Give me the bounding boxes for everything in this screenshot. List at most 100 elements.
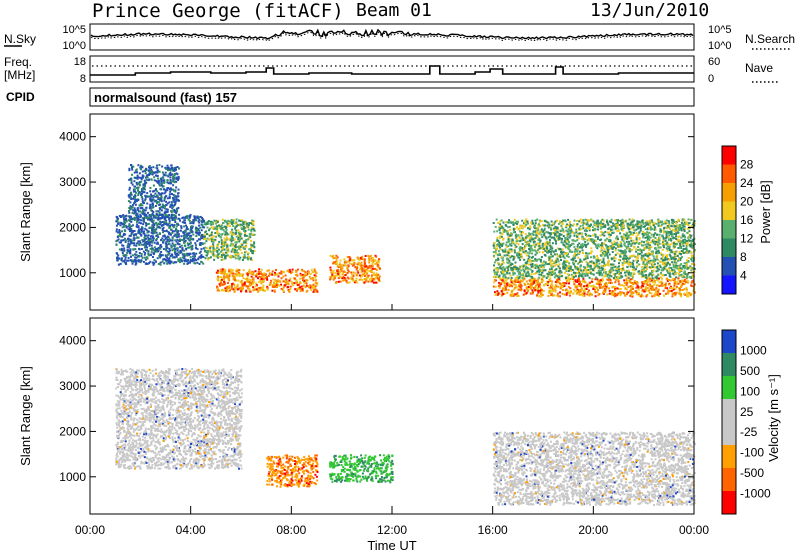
scatter-point [641, 285, 644, 287]
scatter-point [681, 289, 684, 291]
scatter-point [166, 246, 169, 249]
scatter-point [591, 226, 594, 229]
cpid-panel: CPID normalsound (fast) 157 [6, 87, 695, 107]
scatter-point [160, 216, 163, 219]
scatter-point [671, 233, 674, 236]
scatter-point [282, 286, 285, 289]
scatter-point [231, 272, 234, 275]
scatter-point [253, 241, 256, 244]
scatter-point [248, 278, 251, 281]
scatter-point [566, 235, 569, 238]
scatter-point [120, 259, 123, 261]
scatter-point [370, 259, 373, 262]
scatter-point [205, 230, 208, 233]
scatter-point [567, 267, 570, 270]
scatter-point [341, 267, 344, 270]
scatter-point [225, 276, 228, 279]
scatter-point [159, 184, 161, 187]
scatter-point [153, 215, 156, 218]
scatter-point [216, 219, 219, 222]
scatter-point [158, 183, 161, 186]
scatter-point [129, 196, 132, 199]
scatter-point [222, 289, 224, 292]
scatter-point [549, 227, 552, 230]
scatter-point [666, 249, 669, 252]
scatter-point [141, 228, 144, 230]
scatter-point [503, 284, 506, 287]
scatter-point [122, 234, 125, 236]
scatter-point [532, 233, 535, 236]
scatter-point [608, 220, 611, 223]
scatter-point [266, 288, 269, 291]
scatter-point [509, 294, 512, 297]
scatter-point [376, 275, 379, 278]
scatter-point [130, 217, 133, 220]
noise-left-tick-top: 10^5 [62, 24, 86, 36]
scatter-point [137, 192, 140, 195]
scatter-point [288, 271, 291, 273]
scatter-point [612, 269, 615, 272]
scatter-point [140, 178, 143, 181]
scatter-point [150, 218, 153, 221]
scatter-point [172, 214, 175, 216]
scatter-point [371, 262, 374, 265]
scatter-point [231, 271, 234, 274]
scatter-point [177, 195, 180, 198]
scatter-point [169, 190, 172, 193]
scatter-point [122, 214, 125, 217]
scatter-point [621, 218, 624, 221]
scatter-point [612, 222, 614, 225]
scatter-point [512, 227, 515, 230]
scatter-point [333, 261, 336, 264]
scatter-point [150, 200, 153, 203]
scatter-point [165, 223, 168, 226]
scatter-point [681, 281, 684, 284]
scatter-point [257, 277, 259, 280]
scatter-point [566, 273, 569, 276]
scatter-point [228, 275, 231, 278]
scatter-point [288, 279, 291, 282]
scatter-point [656, 284, 659, 287]
scatter-point [517, 254, 520, 257]
scatter-point [346, 281, 349, 284]
scatter-point [685, 288, 688, 291]
scatter-point [150, 240, 152, 243]
scatter-point [526, 268, 529, 271]
scatter-point [241, 275, 244, 277]
scatter-point [137, 217, 140, 220]
scatter-point [149, 170, 152, 173]
scatter-point [154, 189, 157, 192]
scatter-point [513, 268, 516, 271]
scatter-point [494, 293, 497, 296]
scatter-point [644, 247, 647, 250]
scatter-point [180, 244, 183, 247]
scatter-point [530, 291, 533, 294]
scatter-point [644, 254, 647, 257]
scatter-point [236, 288, 239, 291]
scatter-point [171, 193, 173, 195]
scatter-point [243, 229, 245, 232]
scatter-point [624, 237, 627, 240]
scatter-point [165, 255, 167, 258]
scatter-point [243, 253, 246, 256]
scatter-point [503, 289, 506, 292]
scatter-point [531, 289, 534, 292]
scatter-point [530, 223, 533, 225]
scatter-point [590, 280, 593, 283]
scatter-point [648, 248, 651, 251]
scatter-point [669, 233, 672, 235]
scatter-point [262, 280, 265, 283]
scatter-point [689, 266, 692, 269]
scatter-point [690, 269, 693, 272]
scatter-point [653, 280, 656, 283]
scatter-point [675, 231, 678, 234]
scatter-point [226, 232, 229, 235]
scatter-point [132, 239, 135, 242]
scatter-point [183, 225, 186, 228]
scatter-point [677, 220, 679, 223]
scatter-point [623, 220, 626, 223]
scatter-point [568, 241, 570, 244]
scatter-point [254, 270, 257, 273]
scatter-point [231, 237, 234, 240]
scatter-point [635, 228, 638, 231]
